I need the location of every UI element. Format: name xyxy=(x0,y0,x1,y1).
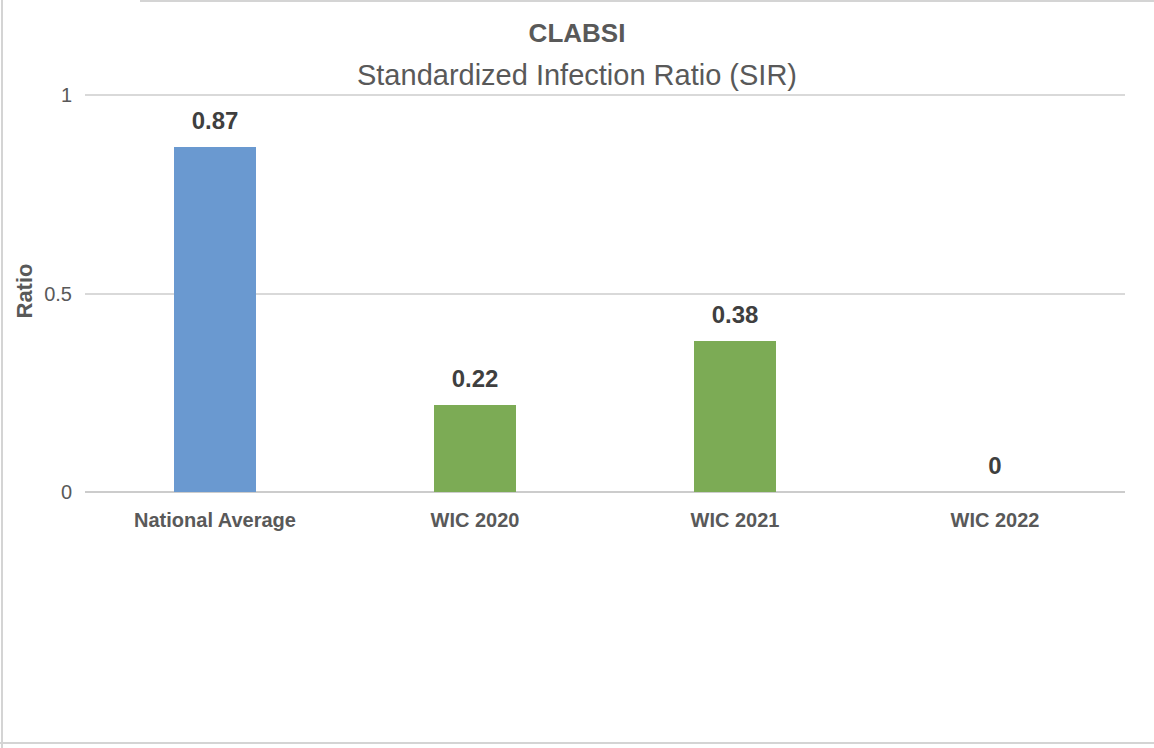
x-category-label: WIC 2022 xyxy=(875,505,1115,535)
chart-subtitle: Standardized Infection Ratio (SIR) xyxy=(0,56,1154,94)
x-category-label: WIC 2020 xyxy=(355,505,595,535)
y-tick-label: 1 xyxy=(26,81,72,109)
data-label: 0.87 xyxy=(145,107,285,135)
chart-frame: CLABSI Standardized Infection Ratio (SIR… xyxy=(0,0,1154,748)
x-category-label: National Average xyxy=(95,505,335,535)
data-label: 0.38 xyxy=(665,301,805,329)
bar-national-average xyxy=(174,147,256,492)
gridline xyxy=(85,94,1125,96)
frame-top-border xyxy=(140,0,1154,2)
data-label: 0.22 xyxy=(405,365,545,393)
chart-title: CLABSI xyxy=(0,16,1154,50)
x-category-label: WIC 2021 xyxy=(615,505,855,535)
y-tick-label: 0.5 xyxy=(26,280,72,308)
bar-wic-2021 xyxy=(694,341,776,492)
frame-bottom-border xyxy=(0,742,1154,744)
bar-wic-2020 xyxy=(434,405,516,492)
y-tick-label: 0 xyxy=(26,478,72,506)
frame-left-border xyxy=(1,0,3,748)
data-label: 0 xyxy=(925,452,1065,480)
